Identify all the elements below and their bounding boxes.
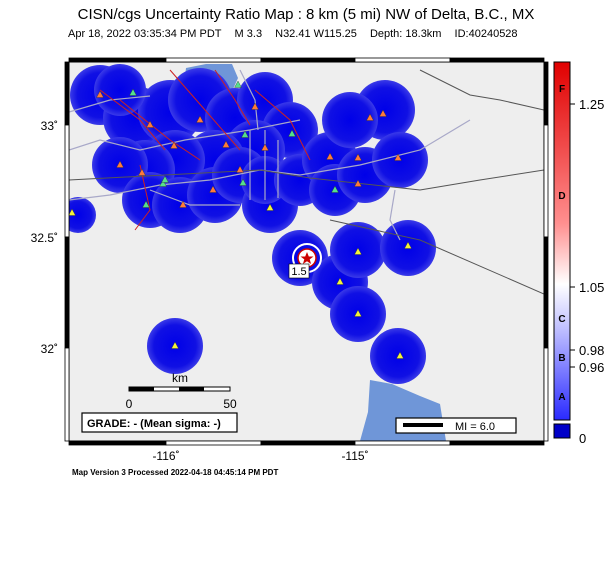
lon-labels: -116˚ -115˚ [152, 449, 368, 463]
station-marker [266, 203, 274, 211]
station-marker [146, 120, 154, 128]
station-marker [354, 179, 362, 187]
grade-box: GRADE: - (Mean sigma: -) [81, 412, 238, 433]
scale-tick-50: 50 [223, 397, 237, 411]
colorbar-letter-c: C [558, 314, 565, 325]
event-date: Apr 18, 2022 03:35:34 PM PDT [68, 28, 222, 40]
station-marker [138, 168, 146, 176]
station-marker [251, 102, 259, 110]
colorbar-value-0-96: 0.96 [579, 360, 604, 375]
station-marker [142, 200, 150, 208]
lat-label-32-5: 32.5˚ [31, 231, 58, 245]
mi-box: MI = 6.0 [395, 417, 517, 434]
frame-ticks [64, 57, 549, 446]
uncertainty-regions [69, 64, 436, 384]
station-marker [196, 115, 204, 123]
colorbar: F D C B A 1.25 1.05 0.98 0.96 0 [553, 61, 604, 446]
station-marker [366, 113, 374, 121]
state-borders [69, 69, 544, 295]
station-marker [288, 129, 296, 137]
colorbar-value-0-98: 0.98 [579, 343, 604, 358]
station-marker [354, 309, 362, 317]
station-marker [404, 241, 412, 249]
station-marker [129, 88, 137, 96]
colorbar-zero-swatch [553, 423, 571, 439]
station-marker [239, 178, 247, 186]
colorbar-value-0: 0 [579, 431, 586, 446]
colorbar-letters: F D C B A [558, 84, 565, 403]
colorbar-letter-a: A [558, 392, 565, 403]
stations [69, 80, 412, 359]
station-marker [379, 109, 387, 117]
colorbar-value-1-25: 1.25 [579, 97, 604, 112]
scale-unit: km [172, 371, 188, 385]
footer-text: Map Version 3 Processed 2022-04-18 04:45… [72, 468, 279, 477]
station-marker [209, 185, 217, 193]
station-marker [161, 175, 169, 183]
station-marker [170, 141, 178, 149]
epicenter-marker: 1.5 [288, 243, 322, 279]
grade-text: GRADE: - (Mean sigma: -) [87, 418, 221, 430]
station-marker [354, 153, 362, 161]
event-location: N32.41 W115.25 [275, 28, 357, 40]
station-marker [171, 341, 179, 349]
station-marker [159, 179, 167, 187]
station-marker [336, 277, 344, 285]
station-marker [222, 140, 230, 148]
mi-text: MI = 6.0 [455, 421, 495, 433]
station-marker [354, 247, 362, 255]
station-marker [396, 351, 404, 359]
station-marker [326, 152, 334, 160]
station-marker [116, 160, 124, 168]
station-marker [394, 153, 402, 161]
scale-tick-0: 0 [126, 397, 133, 411]
faults [99, 69, 311, 231]
station-marker [179, 200, 187, 208]
map-area: 1.5 km 0 50 GRADE: - (Mean sigma: -) MI … [69, 62, 544, 441]
event-depth: Depth: 18.3km [369, 28, 442, 40]
scale-bar: km 0 50 [126, 371, 237, 411]
event-id: ID:40240528 [454, 28, 518, 40]
colorbar-letter-b: B [558, 353, 565, 364]
event-magnitude: M 3.3 [234, 28, 263, 40]
lat-label-32: 32˚ [41, 342, 58, 356]
station-marker [261, 143, 269, 151]
lon-label-115: -115˚ [341, 449, 368, 463]
station-marker [69, 208, 76, 216]
station-marker [331, 185, 339, 193]
map-title: CISN/cgs Uncertainty Ratio Map : 8 km (5… [77, 6, 535, 23]
lat-label-33: 33˚ [41, 119, 58, 133]
colorbar-value-1-05: 1.05 [579, 280, 604, 295]
station-marker [236, 165, 244, 173]
station-marker [234, 80, 242, 88]
lat-labels: 33˚ 32.5˚ 32˚ [31, 119, 58, 356]
event-info: Apr 18, 2022 03:35:34 PM PDT M 3.3 N32.4… [68, 28, 548, 40]
station-marker [96, 90, 104, 98]
lon-label-116: -116˚ [152, 449, 179, 463]
colorbar-letter-d: D [558, 191, 565, 202]
epicenter-label: 1.5 [291, 266, 306, 278]
colorbar-letter-f: F [559, 84, 565, 95]
station-marker [241, 130, 249, 138]
